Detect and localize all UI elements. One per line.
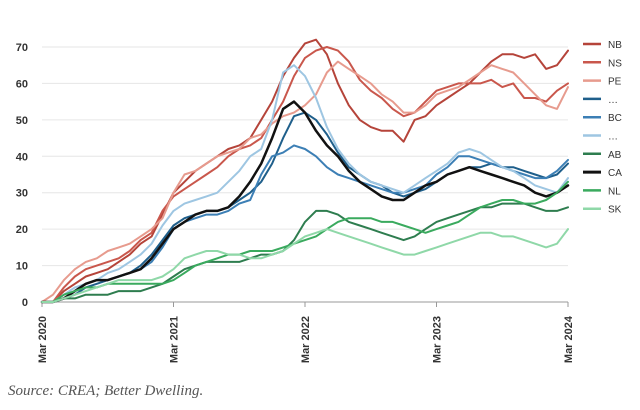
y-axis-ticks: 0 10 20 30 40 50 60 70 (16, 42, 28, 309)
legend-label: … (608, 95, 618, 106)
legend-label: … (608, 132, 618, 143)
line-chart: 0 10 20 30 40 50 60 70 Mar 2020 Mar 2021 Mar 2022… (16, 38, 622, 363)
gridlines (42, 46, 568, 267)
legend-label: NS (608, 58, 622, 69)
x-tick-label: Mar 2022 (300, 316, 312, 363)
series-line-7 (40, 100, 570, 304)
legend-label: CA (608, 168, 622, 179)
series-line-6 (41, 202, 569, 303)
legend: NB NS PE … BC … AB CA NL SK (583, 40, 622, 216)
legend-label: NL (608, 186, 621, 197)
y-tick-label: 50 (16, 115, 28, 127)
x-tick-label: Mar 2024 (563, 315, 575, 363)
legend-label: SK (608, 205, 622, 216)
x-tick-label: Mar 2021 (169, 316, 181, 363)
series-line-1 (41, 46, 569, 303)
series-line-9 (41, 228, 569, 303)
y-tick-label: 10 (16, 261, 28, 273)
y-tick-label: 30 (16, 188, 28, 200)
legend-label: AB (608, 150, 622, 161)
series-line-2 (41, 60, 569, 303)
legend-label: PE (608, 77, 622, 88)
x-axis-ticks: Mar 2020 Mar 2021 Mar 2022 Mar 2023 Mar 2024 (37, 302, 575, 363)
source-note: Source: CREA; Better Dwelling. (8, 383, 204, 399)
series-line-0 (41, 38, 569, 303)
y-tick-label: 40 (16, 151, 28, 163)
legend-label: BC (608, 113, 622, 124)
y-tick-label: 70 (16, 42, 28, 54)
y-tick-label: 60 (16, 78, 28, 90)
y-tick-label: 0 (22, 297, 28, 309)
series-line-5 (41, 64, 569, 303)
legend-label: NB (608, 40, 622, 51)
x-tick-label: Mar 2023 (432, 316, 444, 363)
x-tick-label: Mar 2020 (37, 316, 49, 363)
series-lines (40, 38, 570, 304)
y-tick-label: 20 (16, 224, 28, 236)
series-line-8 (41, 180, 569, 303)
